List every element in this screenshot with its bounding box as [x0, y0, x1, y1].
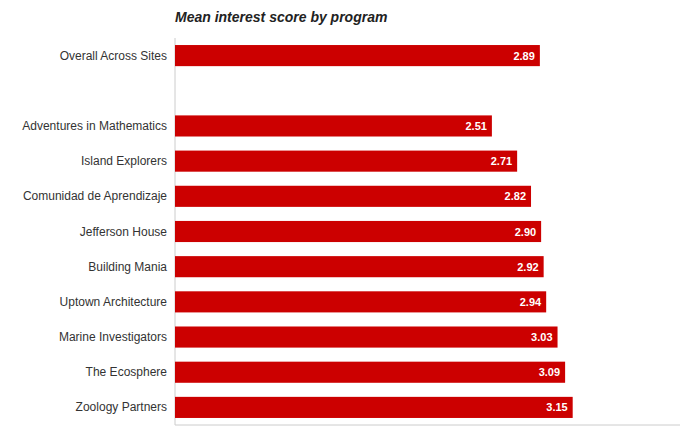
- bar: [175, 326, 558, 347]
- bar: [175, 291, 546, 312]
- bar: [175, 151, 517, 172]
- y-tick-label: Jefferson House: [80, 225, 167, 239]
- data-label: 3.15: [546, 401, 567, 413]
- data-label: 2.82: [505, 190, 526, 202]
- y-tick-label: Uptown Architecture: [60, 295, 168, 309]
- bars: [175, 45, 573, 418]
- y-tick-label: Zoology Partners: [76, 400, 167, 414]
- chart-svg: Mean interest score by program2.892.512.…: [0, 0, 700, 441]
- bar: [175, 45, 540, 66]
- y-tick-label: Overall Across Sites: [60, 49, 167, 63]
- bar: [175, 115, 492, 136]
- chart-title: Mean interest score by program: [175, 9, 387, 25]
- data-label: 3.09: [539, 366, 560, 378]
- data-label: 2.71: [491, 155, 512, 167]
- data-label: 2.92: [517, 261, 538, 273]
- y-tick-labels: Overall Across Sites Adventures in Mathem…: [22, 49, 167, 415]
- data-label: 2.51: [465, 120, 486, 132]
- y-tick-label: Adventures in Mathematics: [22, 119, 167, 133]
- chart-container: Mean interest score by program2.892.512.…: [0, 0, 700, 441]
- data-label: 2.89: [513, 50, 534, 62]
- bar: [175, 256, 544, 277]
- data-label: 2.94: [520, 296, 542, 308]
- bar: [175, 397, 573, 418]
- data-labels: 2.89 2.51 2.71 2.82 2.90 2.92 2.94 3.03 3.09 3.15: [465, 50, 567, 414]
- bar: [175, 221, 541, 242]
- y-tick-label: Comunidad de Aprendizaje: [23, 189, 167, 203]
- y-tick-label: Building Mania: [88, 260, 167, 274]
- y-tick-label: Island Explorers: [81, 154, 167, 168]
- bar: [175, 362, 565, 383]
- y-tick-label: Marine Investigators: [59, 330, 167, 344]
- y-tick-label: The Ecosphere: [86, 365, 168, 379]
- data-label: 3.03: [531, 331, 552, 343]
- x-axis-line: [175, 425, 680, 426]
- bar: [175, 186, 531, 207]
- data-label: 2.90: [515, 226, 536, 238]
